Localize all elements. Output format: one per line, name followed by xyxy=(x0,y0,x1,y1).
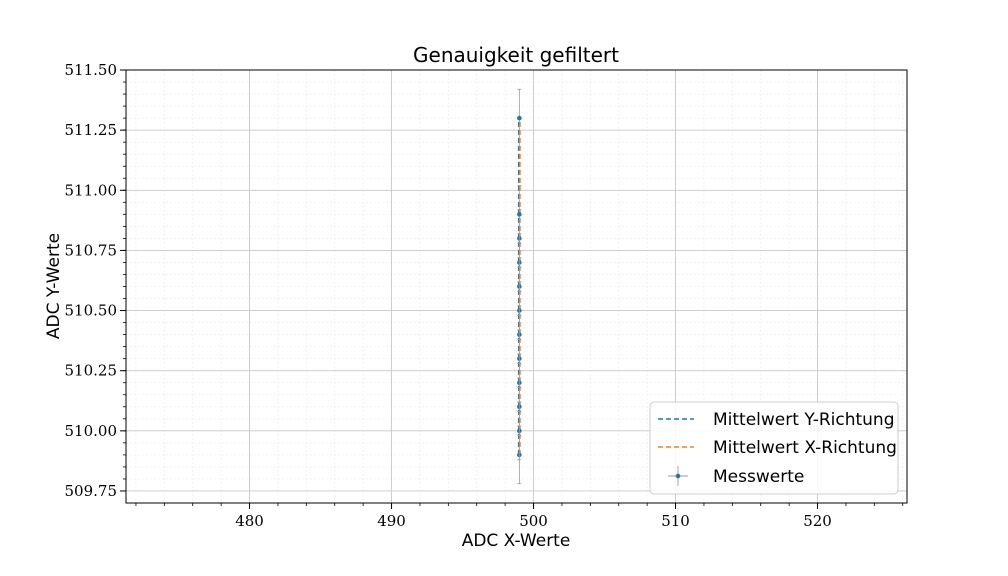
y-ticks: 509.75 510.00 510.25 510.50 510.75 511.00 511.… xyxy=(65,61,126,500)
y-tick-label: 510.25 xyxy=(65,362,118,380)
legend-label-y-mean: Mittelwert Y-Richtung xyxy=(713,410,895,430)
x-ticks: 480 490 500 510 520 xyxy=(135,503,904,530)
y-tick-label: 511.50 xyxy=(65,61,118,79)
legend-point xyxy=(675,473,681,479)
legend-label-messwerte: Messwerte xyxy=(713,467,804,487)
y-axis-label: ADC Y-Werte xyxy=(44,233,64,339)
legend-swatch-messwerte xyxy=(668,466,688,486)
y-tick-label: 511.00 xyxy=(65,181,118,199)
y-tick-label: 510.75 xyxy=(65,241,118,259)
x-tick-label: 480 xyxy=(235,512,264,530)
y-tick-label: 509.75 xyxy=(65,482,118,500)
x-axis-label: ADC X-Werte xyxy=(462,531,571,551)
y-tick-label: 510.00 xyxy=(65,422,118,440)
x-tick-label: 520 xyxy=(803,512,832,530)
legend: Mittelwert Y-Richtung Mittelwert X-Richt… xyxy=(649,401,899,495)
plot-points xyxy=(517,88,522,485)
x-tick-label: 490 xyxy=(377,512,406,530)
y-tick-label: 511.25 xyxy=(65,121,118,139)
legend-label-x-mean: Mittelwert X-Richtung xyxy=(713,438,897,458)
data-point xyxy=(517,115,522,121)
chart-title: Genauigkeit gefiltert xyxy=(413,43,619,67)
legend-box xyxy=(649,401,899,495)
y-tick-label: 510.50 xyxy=(65,302,118,320)
data-point xyxy=(517,212,522,217)
x-tick-label: 510 xyxy=(661,512,690,530)
x-tick-label: 500 xyxy=(519,512,548,530)
